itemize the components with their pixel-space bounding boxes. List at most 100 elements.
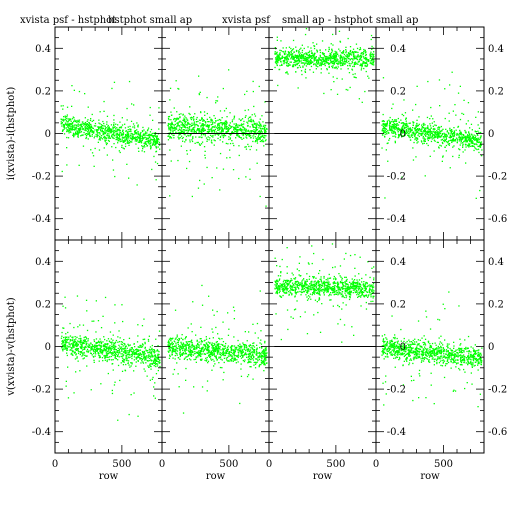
data-point (422, 143, 424, 145)
data-point (385, 128, 387, 130)
data-point (193, 127, 195, 129)
data-point (282, 51, 285, 53)
data-point (408, 132, 410, 134)
data-point (373, 60, 375, 62)
data-point (341, 52, 343, 54)
data-point (265, 131, 267, 133)
data-point (87, 119, 89, 121)
data-point (251, 123, 253, 126)
data-point (332, 56, 334, 58)
data-point (145, 137, 148, 139)
data-point (314, 58, 316, 60)
data-point (295, 59, 297, 61)
data-point (410, 128, 412, 130)
data-point (434, 128, 436, 130)
data-point (320, 64, 323, 66)
data-point (251, 121, 253, 123)
data-point (450, 132, 452, 134)
data-point (446, 130, 449, 132)
data-point (176, 125, 178, 127)
data-point (303, 53, 305, 55)
data-point (143, 356, 145, 358)
data-point (298, 59, 300, 62)
data-point (478, 145, 480, 148)
data-point (303, 47, 305, 50)
data-point (302, 62, 304, 64)
data-point (218, 129, 221, 131)
data-point (173, 124, 175, 126)
data-point (248, 345, 250, 347)
data-point (258, 121, 260, 123)
data-point (129, 356, 131, 358)
data-point (216, 100, 219, 102)
data-point (322, 59, 324, 61)
data-point (242, 359, 244, 362)
data-point (477, 137, 479, 139)
data-point (238, 346, 240, 348)
data-point (121, 343, 123, 346)
data-point (286, 63, 288, 65)
data-point (239, 127, 241, 129)
data-point (453, 127, 455, 129)
data-point (439, 131, 442, 133)
data-point (75, 126, 78, 128)
data-point (87, 106, 89, 108)
data-point (404, 112, 407, 114)
data-point (382, 77, 385, 79)
data-point (87, 345, 89, 347)
data-point (82, 339, 85, 341)
data-point (400, 133, 402, 135)
data-point (263, 128, 265, 130)
data-point (62, 346, 65, 348)
data-point (111, 130, 113, 132)
data-point (405, 118, 407, 120)
data-point (115, 134, 117, 136)
data-point (342, 62, 344, 64)
data-point (130, 394, 132, 396)
data-point (255, 124, 257, 126)
data-point (130, 350, 133, 353)
data-point (129, 137, 131, 139)
data-point (91, 127, 94, 129)
data-point (309, 55, 311, 57)
data-point (296, 67, 299, 69)
data-point (310, 59, 312, 61)
data-point (409, 122, 411, 124)
data-point (206, 126, 208, 128)
data-point (106, 347, 108, 349)
data-point (154, 354, 156, 356)
data-point (88, 129, 90, 131)
data-point (96, 349, 98, 351)
data-point (228, 136, 230, 138)
y-tick-label-right: -0.6 (488, 214, 507, 225)
data-point (147, 129, 149, 131)
data-point (349, 46, 352, 48)
data-point (197, 141, 199, 144)
data-point (145, 143, 147, 145)
data-point (344, 57, 346, 60)
data-point (459, 129, 461, 132)
data-point (147, 340, 150, 342)
data-point (104, 140, 106, 142)
data-point (194, 142, 196, 144)
data-point (420, 140, 423, 142)
data-point (188, 129, 190, 132)
data-point (142, 357, 144, 360)
data-point (87, 351, 89, 353)
data-point (93, 131, 95, 133)
data-point (323, 61, 325, 63)
data-point (424, 131, 427, 133)
data-point (258, 85, 260, 88)
data-point (176, 111, 178, 113)
data-point (191, 139, 193, 141)
data-point (308, 62, 310, 64)
data-point (427, 131, 429, 133)
data-point (240, 137, 242, 139)
data-point (218, 133, 220, 135)
data-point (86, 127, 89, 130)
data-point (299, 60, 301, 62)
data-point (452, 133, 454, 135)
data-point (466, 139, 468, 141)
data-point (299, 55, 302, 57)
data-point (153, 155, 155, 158)
